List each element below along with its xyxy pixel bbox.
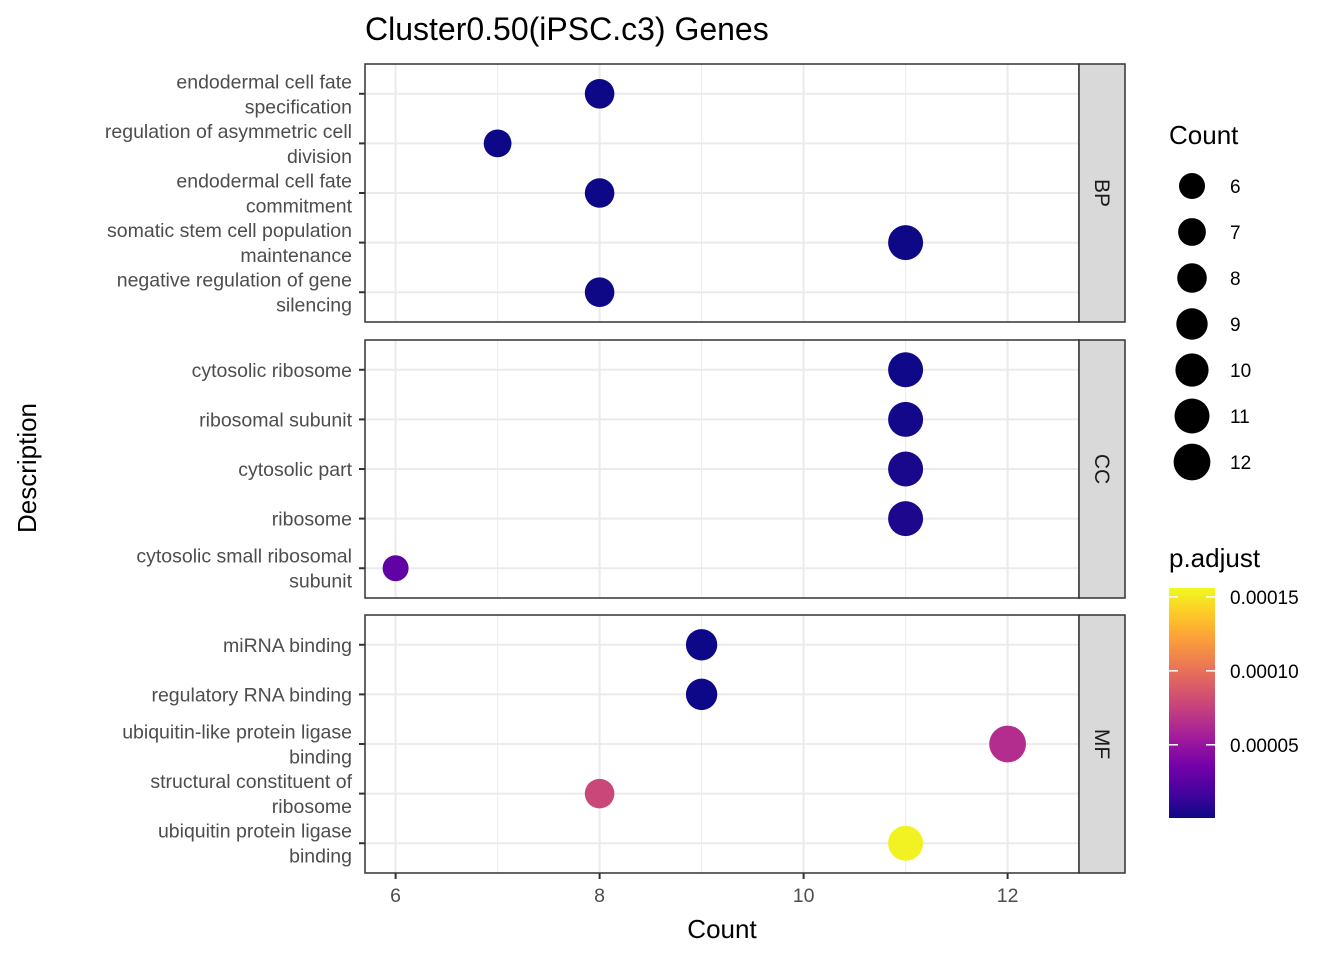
data-point <box>382 555 409 582</box>
data-point <box>584 277 615 308</box>
facet-strip <box>1078 339 1126 599</box>
colorbar-label: 0.00010 <box>1230 662 1299 683</box>
data-point <box>888 501 924 537</box>
size-legend-key <box>1177 263 1207 293</box>
y-tick-label: somatic stem cell population maintenance <box>107 220 352 267</box>
facet-strip <box>1078 614 1126 874</box>
color-legend-title: p.adjust <box>1169 543 1261 573</box>
facet-panels: endodermal cell fate specificationregulat… <box>105 63 1126 907</box>
x-axis: 6 8 10 12 <box>390 873 1018 907</box>
chart-title: Cluster0.50(iPSC.c3) Genes <box>365 11 769 47</box>
facet-panel-mf: miRNA binding regulatory RNA binding ubiqu… <box>122 614 1126 874</box>
size-legend-label: 12 <box>1230 453 1251 474</box>
facet-strip-label: CC <box>1090 454 1113 484</box>
color-legend: p.adjust 0.00005 0.00010 0.00015 <box>1169 543 1299 818</box>
data-point <box>888 451 924 487</box>
facet-strip-label: BP <box>1090 179 1113 207</box>
facet-strip-label: MF <box>1090 729 1113 759</box>
size-legend-key <box>1176 308 1208 340</box>
x-tick-label: 8 <box>594 885 605 907</box>
size-legend-label: 6 <box>1230 177 1241 198</box>
size-legend-key <box>1179 173 1205 199</box>
y-tick-label: cytosolic small ribosomal subunit <box>136 546 352 593</box>
y-tick-label: endodermal cell fate specification <box>176 71 352 118</box>
colorbar-label: 0.00015 <box>1230 588 1299 609</box>
size-legend-key <box>1175 353 1209 387</box>
facet-strip <box>1078 63 1126 323</box>
size-legend-key <box>1173 443 1211 481</box>
data-point <box>685 678 718 711</box>
y-tick-label: cytosolic part <box>238 459 352 481</box>
y-tick-label: miRNA binding <box>223 635 352 657</box>
y-tick-label: regulatory RNA binding <box>151 684 352 706</box>
y-tick-label: endodermal cell fate commitment <box>176 171 352 218</box>
y-tick-label: negative regulation of gene silencing <box>117 270 352 317</box>
y-axis-title: Description <box>12 403 42 533</box>
x-tick-label: 12 <box>997 885 1019 907</box>
data-point <box>888 352 924 388</box>
y-tick-label: structural constituent of ribosome <box>150 771 352 818</box>
y-tick-label: ubiquitin protein ligase binding <box>158 821 352 868</box>
size-legend-label: 11 <box>1230 407 1250 428</box>
colorbar <box>1169 588 1215 818</box>
colorbar-label: 0.00005 <box>1230 736 1299 757</box>
y-tick-label: regulation of asymmetric cell division <box>105 121 352 168</box>
data-point <box>888 825 924 861</box>
data-point <box>989 725 1026 763</box>
data-point <box>584 778 615 809</box>
x-tick-label: 6 <box>390 885 401 907</box>
data-point <box>584 178 615 208</box>
data-point <box>483 129 512 158</box>
size-legend-key <box>1174 398 1210 434</box>
size-legend-label: 7 <box>1230 223 1241 244</box>
size-legend-label: 9 <box>1230 315 1241 336</box>
size-legend: Count 6 7 8 9 10 11 12 <box>1169 120 1251 481</box>
y-tick-label: cytosolic ribosome <box>192 360 352 382</box>
size-legend-label: 8 <box>1230 269 1241 290</box>
y-tick-label: ubiquitin-like protein ligase binding <box>122 722 352 769</box>
data-point <box>685 629 718 661</box>
data-point <box>888 401 924 437</box>
facet-panel-cc: cytosolic ribosome ribosomal subunit cytos… <box>136 339 1126 599</box>
x-axis-title: Count <box>687 914 757 944</box>
y-tick-label: ribosome <box>272 509 352 531</box>
size-legend-key <box>1178 218 1206 246</box>
data-point <box>584 78 615 109</box>
size-legend-title: Count <box>1169 120 1239 150</box>
x-tick-label: 10 <box>793 885 815 907</box>
y-tick-label: ribosomal subunit <box>199 409 352 431</box>
facet-panel-bp: endodermal cell fate specificationregulat… <box>105 63 1126 323</box>
size-legend-label: 10 <box>1230 361 1251 382</box>
data-point <box>888 225 924 261</box>
